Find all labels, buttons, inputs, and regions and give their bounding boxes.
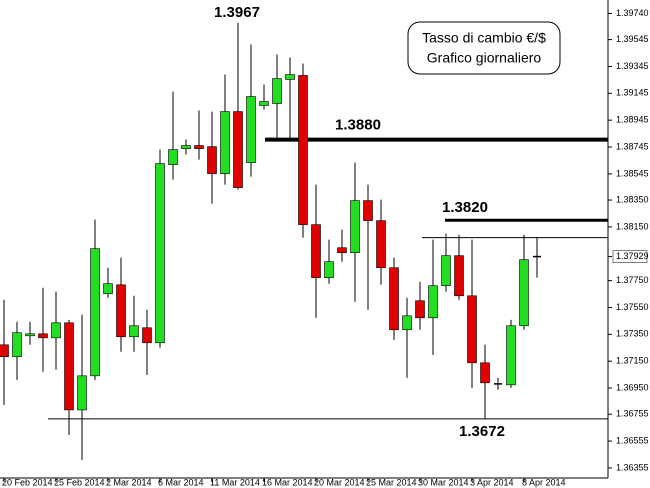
y-tick-label: 1.38745 [616, 141, 649, 151]
candle-body [441, 255, 451, 287]
candle-body [51, 322, 61, 339]
x-tick-label: 30 Mar 2014 [418, 477, 469, 487]
box-line: Tasso di cambio €/$ [422, 30, 546, 46]
y-tick-label: 1.38545 [616, 168, 649, 178]
candle-body [77, 375, 87, 411]
candle-body [12, 332, 22, 358]
candle-body [272, 78, 282, 104]
level-label: 1.3820 [442, 199, 488, 216]
candle-body [64, 322, 74, 411]
y-tick-label: 1.36355 [616, 462, 649, 472]
x-tick-label: 3 Apr 2014 [470, 477, 514, 487]
candle-body [337, 247, 347, 253]
candle-body [233, 111, 243, 188]
candle-body [90, 248, 100, 377]
candle-body [116, 284, 126, 338]
y-tick-label: 1.37350 [616, 329, 649, 339]
candle-body [142, 327, 152, 344]
candle-body [363, 200, 373, 221]
candle-body [519, 259, 529, 327]
candle-body [480, 362, 490, 384]
x-tick-label: 8 Apr 2014 [522, 477, 566, 487]
candle-body [25, 333, 35, 337]
candle-body [506, 325, 516, 386]
candle-body [311, 224, 321, 278]
y-tick-label: 1.39545 [616, 34, 649, 44]
candle-body [155, 163, 165, 344]
y-tick-label: 1.39145 [616, 88, 649, 98]
candle-body [194, 145, 204, 149]
candle-body [428, 285, 438, 319]
candle-body [285, 74, 295, 80]
candle-body [259, 101, 269, 106]
candle-body [0, 344, 9, 358]
candle-body [415, 300, 425, 319]
candle-body [389, 267, 399, 331]
x-tick-label: 16 Mar 2014 [262, 477, 313, 487]
y-tick-label: 1.38350 [616, 194, 649, 204]
candle-body [467, 295, 477, 364]
title-box [407, 21, 561, 75]
candle-body [246, 96, 256, 163]
last-price-bg [612, 250, 648, 263]
y-tick-label: 1.36950 [616, 382, 649, 392]
candle-body [207, 146, 217, 174]
candle-body [103, 283, 113, 295]
candle-body [324, 261, 334, 278]
y-tick-label: 1.38945 [616, 115, 649, 125]
level-label: 1.3672 [459, 423, 505, 440]
box-line: Grafico giornaliero [427, 50, 542, 66]
y-tick-label: 1.36555 [616, 435, 649, 445]
y-tick-label: 1.39740 [616, 8, 649, 18]
x-tick-label: 11 Mar 2014 [210, 477, 260, 487]
candle-body [168, 149, 178, 165]
x-tick-label: 6 Mar 2014 [158, 477, 204, 487]
y-tick-label: 1.38150 [616, 221, 649, 231]
y-tick-label: 1.37550 [616, 302, 649, 312]
x-tick-label: 20 Mar 2014 [314, 477, 365, 487]
x-tick-label: 20 Feb 2014 [2, 477, 53, 487]
candle-body [376, 220, 386, 269]
candle-body [220, 111, 230, 174]
high-label: 1.3967 [214, 4, 260, 21]
candle-body [298, 75, 308, 225]
x-tick-label: 25 Feb 2014 [54, 477, 105, 487]
candle-body [129, 325, 139, 338]
y-tick-label: 1.36755 [616, 409, 649, 419]
x-tick-label: 25 Mar 2014 [366, 477, 417, 487]
candle-body [454, 255, 464, 297]
candle-body [181, 145, 191, 149]
x-tick-label: 2 Mar 2014 [106, 477, 152, 487]
candle-body [38, 333, 48, 339]
candle-body [350, 200, 360, 253]
candle-body [402, 315, 412, 331]
y-tick-label: 1.37150 [616, 356, 649, 366]
last-price-label: 1.37929 [616, 251, 649, 261]
level-label: 1.3880 [335, 117, 381, 134]
y-tick-label: 1.37750 [616, 275, 649, 285]
y-tick-label: 1.39345 [616, 61, 649, 71]
